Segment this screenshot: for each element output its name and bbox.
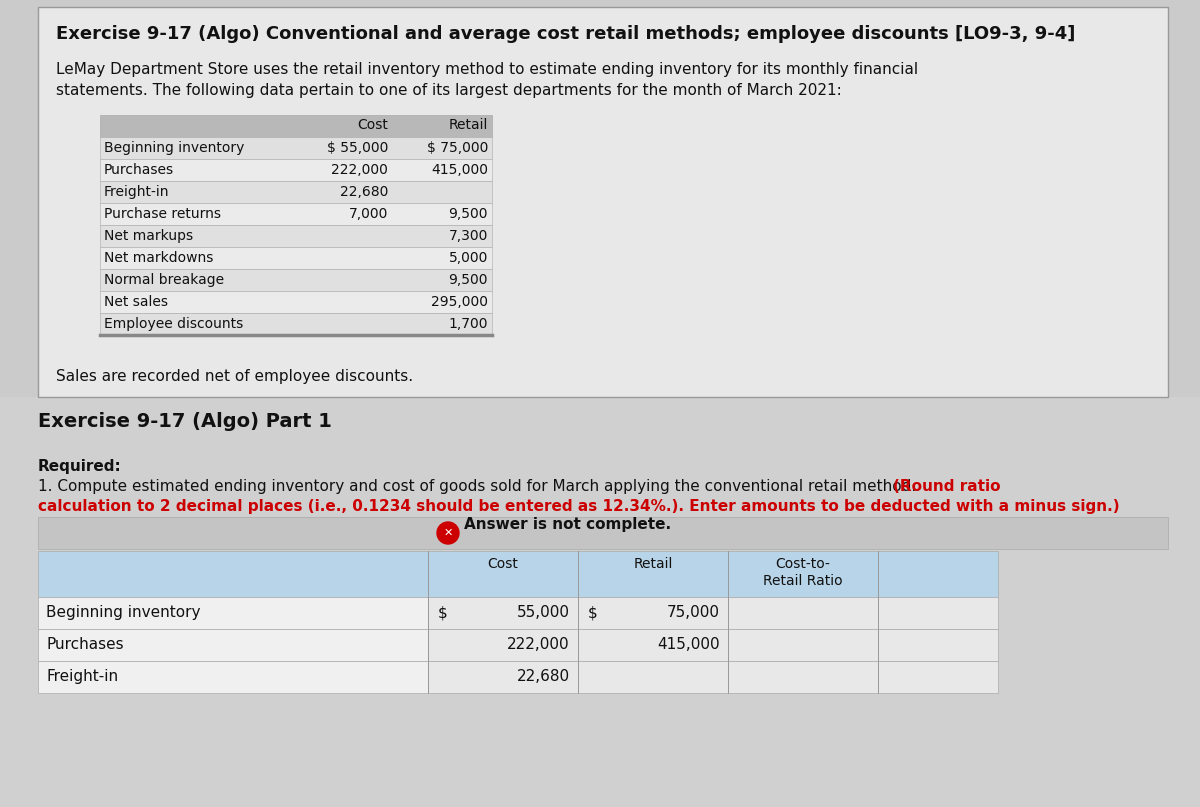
Text: Exercise 9-17 (Algo) Conventional and average cost retail methods; employee disc: Exercise 9-17 (Algo) Conventional and av… (56, 25, 1075, 43)
Bar (100, 225, 492, 247)
Text: Net sales: Net sales (104, 295, 168, 309)
Bar (0, 397, 1200, 807)
Text: 5,000: 5,000 (449, 251, 488, 265)
Bar (100, 291, 492, 313)
Text: 222,000: 222,000 (331, 163, 388, 177)
Bar (38, 629, 428, 661)
Text: Purchase returns: Purchase returns (104, 207, 221, 221)
Text: Net markdowns: Net markdowns (104, 251, 214, 265)
Bar (38, 517, 1168, 549)
Bar (428, 629, 998, 661)
Text: Cost-to-
Retail Ratio: Cost-to- Retail Ratio (763, 557, 842, 588)
Text: ✕: ✕ (443, 528, 452, 538)
Text: Cost: Cost (487, 557, 518, 571)
Text: $ 55,000: $ 55,000 (326, 141, 388, 155)
Bar (100, 247, 492, 269)
Bar (100, 313, 492, 335)
Text: calculation to 2 decimal places (i.e., 0.1234 should be entered as 12.34%.). Ent: calculation to 2 decimal places (i.e., 0… (38, 499, 1120, 514)
Text: Freight-in: Freight-in (46, 669, 118, 684)
Text: Answer is not complete.: Answer is not complete. (464, 517, 671, 533)
Bar (428, 661, 998, 693)
Bar (100, 115, 492, 137)
Bar (100, 159, 492, 181)
Text: 55,000: 55,000 (517, 605, 570, 620)
Text: Beginning inventory: Beginning inventory (104, 141, 245, 155)
Text: Retail: Retail (634, 557, 673, 571)
Text: (Round ratio: (Round ratio (893, 479, 1001, 494)
Text: 7,300: 7,300 (449, 229, 488, 243)
Circle shape (437, 522, 458, 544)
Text: 415,000: 415,000 (431, 163, 488, 177)
Text: 9,500: 9,500 (449, 207, 488, 221)
Bar (100, 269, 492, 291)
Text: Normal breakage: Normal breakage (104, 273, 224, 287)
Text: Purchases: Purchases (46, 637, 124, 652)
Bar (38, 551, 998, 597)
Bar (100, 181, 492, 203)
Text: Exercise 9-17 (Algo) Part 1: Exercise 9-17 (Algo) Part 1 (38, 412, 332, 431)
Bar (38, 7, 1168, 397)
Bar (100, 137, 492, 159)
Text: LeMay Department Store uses the retail inventory method to estimate ending inven: LeMay Department Store uses the retail i… (56, 62, 918, 77)
Text: Required:: Required: (38, 459, 121, 474)
Text: 9,500: 9,500 (449, 273, 488, 287)
Text: 75,000: 75,000 (667, 605, 720, 620)
Bar (100, 203, 492, 225)
Text: 415,000: 415,000 (658, 637, 720, 652)
Text: 7,000: 7,000 (349, 207, 388, 221)
Text: statements. The following data pertain to one of its largest departments for the: statements. The following data pertain t… (56, 83, 841, 98)
Text: Cost: Cost (358, 118, 388, 132)
Text: $: $ (588, 605, 598, 620)
Text: 22,680: 22,680 (517, 669, 570, 684)
Text: Net markups: Net markups (104, 229, 193, 243)
Text: 295,000: 295,000 (431, 295, 488, 309)
Bar (38, 597, 428, 629)
Text: 222,000: 222,000 (508, 637, 570, 652)
Text: Sales are recorded net of employee discounts.: Sales are recorded net of employee disco… (56, 369, 413, 384)
Text: Retail: Retail (449, 118, 488, 132)
Text: 1,700: 1,700 (449, 317, 488, 331)
Text: 1. Compute estimated ending inventory and cost of goods sold for March applying : 1. Compute estimated ending inventory an… (38, 479, 922, 494)
Text: Freight-in: Freight-in (104, 185, 169, 199)
Text: Employee discounts: Employee discounts (104, 317, 244, 331)
Bar (428, 597, 998, 629)
Text: Purchases: Purchases (104, 163, 174, 177)
Text: Beginning inventory: Beginning inventory (46, 605, 200, 620)
Bar (38, 661, 428, 693)
Text: 22,680: 22,680 (340, 185, 388, 199)
Text: $ 75,000: $ 75,000 (427, 141, 488, 155)
Text: $: $ (438, 605, 448, 620)
